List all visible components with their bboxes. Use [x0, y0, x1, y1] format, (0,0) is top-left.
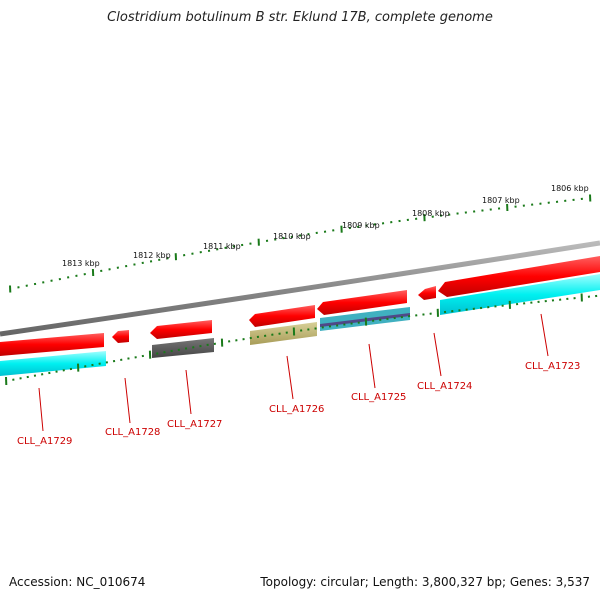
- gene-cll-a1729-arrow: [0, 333, 104, 356]
- gene-label-cll-a1725[interactable]: CLL_A1725: [351, 392, 406, 403]
- gene-cll-a1726-arrow: [249, 305, 315, 327]
- cog-bar-cyan-1: [440, 274, 600, 315]
- gene-label-cll-a1723[interactable]: CLL_A1723: [525, 361, 580, 372]
- gene-label-cll-a1727[interactable]: CLL_A1727: [167, 419, 222, 430]
- gene-label-cll-a1726[interactable]: CLL_A1726: [269, 404, 324, 415]
- scale-label: 1812 kbp: [133, 251, 171, 260]
- cog-bar-olive: [250, 322, 317, 345]
- scale-label: 1807 kbp: [482, 196, 520, 205]
- scale-label: 1813 kbp: [62, 259, 100, 268]
- scale-label: 1810 kbp: [273, 232, 311, 241]
- leader-line: [433, 332, 442, 377]
- gene-cll-a1724-arrow: [418, 286, 436, 300]
- scale-label: 1806 kbp: [551, 184, 589, 193]
- leader-line: [38, 387, 44, 432]
- genome-summary-text: Topology: circular; Length: 3,800,327 bp…: [260, 575, 590, 589]
- gene-label-cll-a1724[interactable]: CLL_A1724: [417, 381, 472, 392]
- gene-label-cll-a1728[interactable]: CLL_A1728: [105, 427, 160, 438]
- leader-line: [540, 313, 549, 357]
- gene-cll-a1728-arrow: [112, 330, 129, 343]
- leader-line: [124, 377, 131, 424]
- gene-labels: CLL_A1723 CLL_A1724 CLL_A1725 CLL_A1726 …: [17, 361, 580, 447]
- genome-backbone: [0, 240, 600, 337]
- forward-strand-genes: [0, 256, 600, 356]
- scale-labels: 1806 kbp 1807 kbp 1808 kbp 1809 kbp 1810…: [62, 184, 589, 268]
- scale-label: 1808 kbp: [412, 209, 450, 218]
- leader-line: [185, 369, 192, 415]
- outer-scale-ticks: [9, 194, 592, 293]
- gene-cll-a1727-arrow: [150, 320, 212, 339]
- scale-label: 1809 kbp: [342, 221, 380, 230]
- gene-label-leaders: [38, 313, 549, 432]
- gene-label-cll-a1729[interactable]: CLL_A1729: [17, 436, 72, 447]
- inner-scale-ticks: [5, 293, 598, 386]
- leader-line: [368, 343, 376, 389]
- genome-title: Clostridium botulinum B str. Eklund 17B,…: [107, 10, 493, 25]
- cog-bar-dark: [152, 338, 214, 358]
- cog-bar-cyan-2: [0, 351, 106, 376]
- gene-cll-a1723-arrow: [438, 256, 600, 297]
- scale-label: 1811 kbp: [203, 242, 241, 251]
- leader-line: [286, 355, 294, 400]
- gene-cll-a1725-arrow: [317, 290, 407, 315]
- accession-text: Accession: NC_010674: [9, 575, 146, 589]
